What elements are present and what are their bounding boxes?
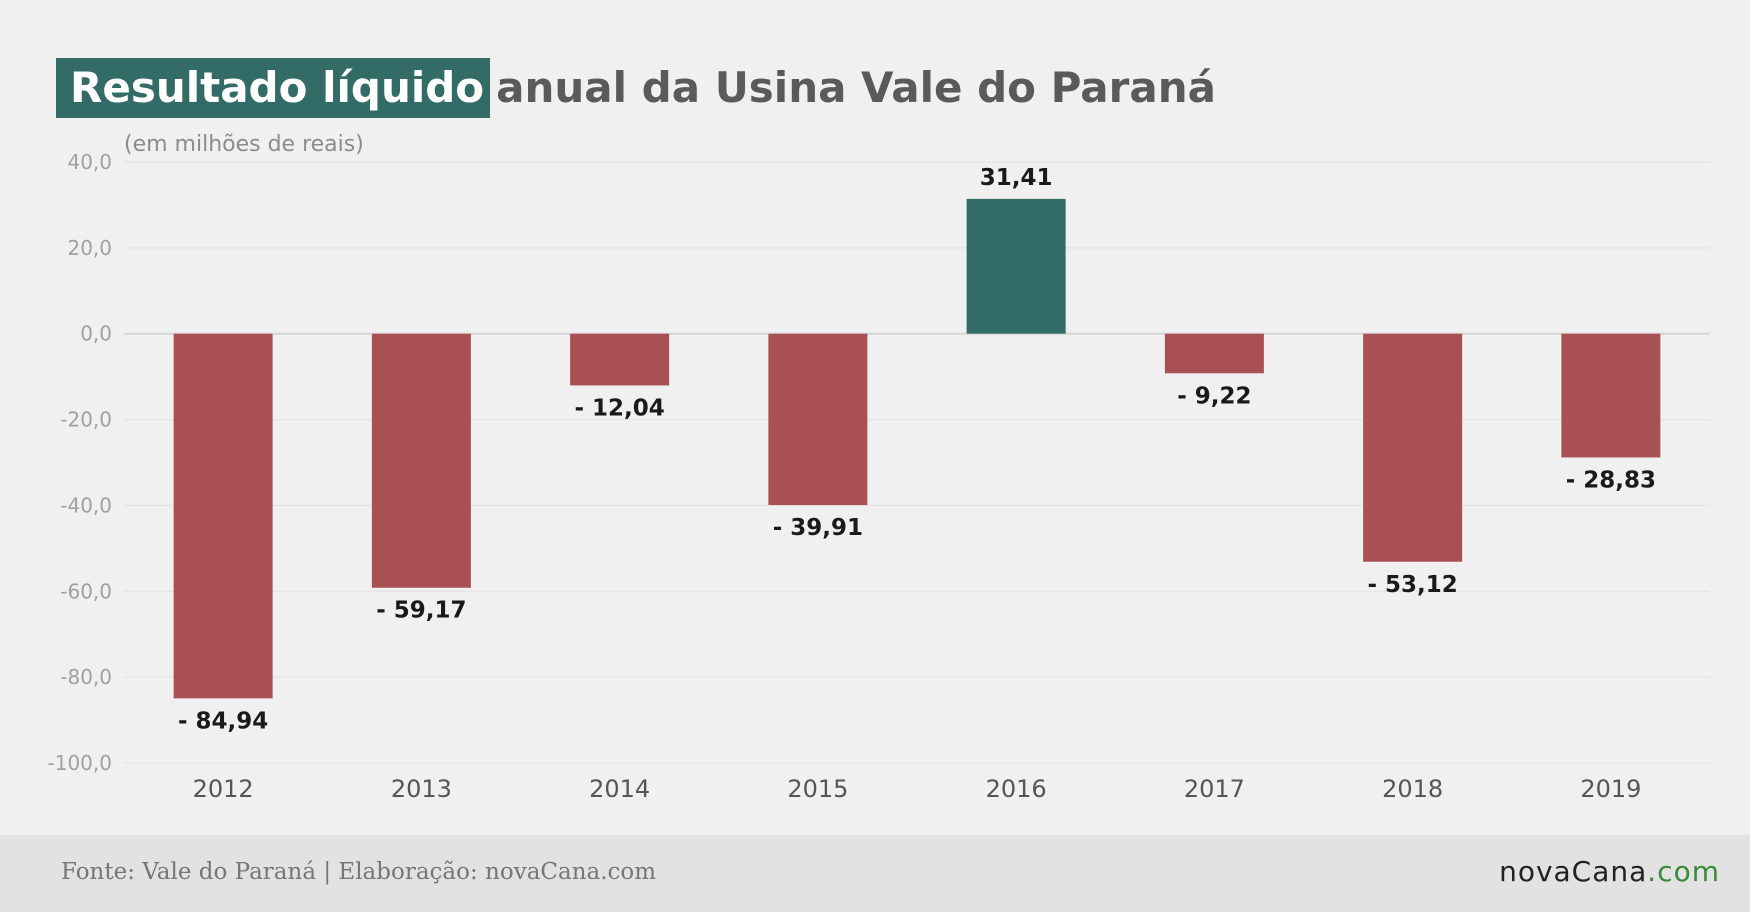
x-tick-label: 2014	[589, 775, 650, 803]
bar	[1164, 333, 1264, 374]
data-label: - 84,94	[178, 708, 268, 734]
logo-tld-text: .com	[1647, 855, 1720, 888]
y-tick-label: -20,0	[60, 408, 112, 432]
y-tick-label: 20,0	[67, 236, 112, 260]
y-tick-label: -60,0	[60, 579, 112, 603]
title-highlight: Resultado líquido	[56, 58, 491, 118]
x-tick-label: 2016	[986, 775, 1047, 803]
data-label: - 28,83	[1566, 467, 1656, 493]
bar-chart: 40,0 20,0 0,0 -20,0 -40,0 -60,0 -80,0 -100,0 - 8…	[48, 150, 1710, 803]
y-tick-label: 40,0	[67, 150, 112, 174]
data-label: - 39,91	[773, 515, 863, 541]
x-tick-label: 2018	[1382, 775, 1443, 803]
x-tick-label: 2017	[1184, 775, 1245, 803]
bar	[966, 198, 1066, 334]
chart-subtitle: (em milhões de reais)	[124, 132, 364, 157]
y-tick-label: -80,0	[60, 665, 112, 689]
logo-main-text: novaCana	[1499, 855, 1648, 888]
data-label: - 9,22	[1177, 383, 1251, 409]
data-label: - 59,17	[376, 598, 466, 624]
chart-title: Resultado líquido anual da Usina Vale do…	[56, 58, 1216, 118]
novacana-logo: novaCana.com	[1499, 855, 1720, 888]
bar	[173, 333, 273, 699]
x-tick-label: 2019	[1580, 775, 1641, 803]
bar	[768, 333, 868, 506]
bar	[371, 333, 471, 588]
title-rest: anual da Usina Vale do Paraná	[496, 63, 1216, 112]
footer: Fonte: Vale do Paraná | Elaboração: nova…	[0, 835, 1750, 912]
x-tick-label: 2013	[391, 775, 452, 803]
data-label: - 12,04	[574, 395, 664, 421]
data-label: 31,41	[980, 165, 1053, 191]
bar	[570, 333, 670, 386]
y-tick-label: 0,0	[80, 322, 112, 346]
bar	[1561, 333, 1661, 458]
bar	[1363, 333, 1463, 562]
y-tick-label: -40,0	[60, 493, 112, 517]
x-tick-label: 2015	[787, 775, 848, 803]
y-tick-label: -100,0	[48, 751, 112, 775]
source-text: Fonte: Vale do Paraná | Elaboração: nova…	[61, 859, 657, 885]
data-label: - 53,12	[1367, 572, 1457, 598]
x-tick-label: 2012	[193, 775, 254, 803]
